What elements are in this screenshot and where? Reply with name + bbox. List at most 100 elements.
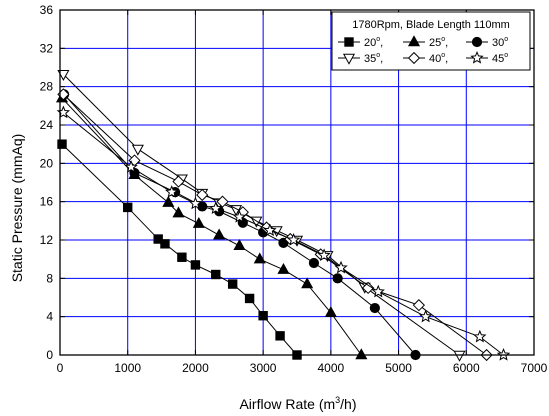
legend-marker — [344, 37, 354, 47]
series-line-45 — [63, 112, 504, 356]
data-point-25 — [324, 306, 337, 318]
degree-symbol: o — [441, 52, 445, 59]
data-point-45 — [56, 105, 71, 119]
x-tick-label: 1000 — [114, 361, 141, 375]
legend-separator: , — [445, 53, 448, 65]
legend-item-30: 30o — [466, 36, 508, 49]
data-point-25 — [162, 195, 175, 207]
legend-marker — [470, 51, 484, 64]
data-point-35 — [57, 70, 70, 81]
plot-frame — [59, 9, 535, 356]
data-point-45 — [165, 185, 179, 198]
data-point-35 — [131, 144, 144, 156]
data-point-25 — [253, 252, 266, 264]
x-axis-title-main: Airflow Rate (m — [239, 396, 335, 412]
legend-label: 40o, — [429, 52, 448, 65]
x-tick-label: 2000 — [182, 361, 209, 375]
legend-label: 35o, — [364, 52, 383, 65]
x-tick-label: 7000 — [521, 361, 548, 375]
x-tick-label: 6000 — [453, 361, 480, 375]
legend-marker — [342, 53, 356, 65]
data-point-20 — [57, 139, 67, 149]
degree-symbol: o — [376, 36, 380, 43]
data-point-45 — [371, 284, 385, 298]
data-point-45 — [419, 309, 433, 323]
legend-item-45: 45o — [466, 51, 508, 65]
data-point-45 — [263, 223, 277, 237]
legend-marker — [407, 51, 421, 65]
data-point-30 — [308, 257, 320, 269]
data-point-20 — [275, 331, 285, 341]
y-tick-label: 4 — [46, 310, 53, 324]
legend-marker — [407, 35, 421, 47]
data-point-25 — [277, 262, 290, 274]
data-point-45 — [209, 201, 223, 215]
data-point-35 — [453, 350, 466, 362]
x-axis-title: Airflow Rate (m3/h) — [239, 395, 356, 412]
data-point-40 — [196, 188, 209, 202]
data-point-45 — [124, 160, 138, 173]
series-20 — [57, 139, 302, 360]
x-axis-title-superscript: 3 — [335, 395, 340, 405]
data-point-45 — [334, 260, 348, 274]
legend-separator: , — [380, 37, 383, 49]
legend-marker — [471, 36, 483, 48]
data-point-45 — [232, 209, 247, 223]
data-point-20 — [153, 234, 163, 244]
y-tick-label: 36 — [40, 3, 54, 17]
data-point-25 — [192, 216, 205, 228]
data-point-20 — [123, 202, 133, 213]
series-layer — [55, 70, 511, 362]
series-30 — [58, 89, 421, 361]
data-point-25 — [355, 348, 368, 360]
legend-separator: , — [445, 37, 448, 49]
x-axis-title-tail: /h) — [340, 396, 356, 412]
y-tick-label: 32 — [40, 41, 54, 55]
y-tick-label: 8 — [46, 271, 53, 285]
data-point-40 — [412, 299, 425, 312]
legend-label: 45o — [492, 52, 508, 65]
legend-items: 20o, 25o, 30o 35o, 40o, 45o — [338, 35, 508, 65]
data-point-25 — [301, 277, 314, 289]
tick-layer: 0 1000 2000 3000 4000 5000 6000 7000 0 4 8 12 16 20 24… — [40, 3, 548, 375]
degree-symbol: o — [504, 52, 508, 59]
data-point-25 — [213, 228, 226, 240]
series-line-35 — [63, 73, 460, 356]
legend-label: 25o, — [429, 36, 448, 49]
series-45 — [56, 105, 511, 361]
y-tick-label: 12 — [40, 233, 54, 247]
data-point-40 — [361, 281, 375, 295]
y-tick-label: 20 — [40, 156, 54, 170]
degree-symbol: o — [441, 36, 445, 43]
data-point-30 — [332, 273, 343, 284]
data-point-40 — [172, 175, 185, 188]
legend-label: 30o — [492, 36, 508, 49]
series-line-25 — [61, 97, 362, 356]
data-point-25 — [233, 239, 246, 250]
degree-symbol: o — [504, 36, 508, 43]
x-tick-label: 0 — [57, 361, 64, 375]
data-point-20 — [227, 279, 238, 289]
x-tick-label: 5000 — [385, 361, 412, 375]
y-tick-label: 16 — [40, 195, 54, 209]
data-point-20 — [190, 260, 201, 270]
data-point-45 — [473, 329, 487, 343]
legend-separator: , — [380, 53, 383, 65]
legend-label: 20o, — [364, 36, 383, 49]
data-point-20 — [258, 311, 268, 321]
data-point-30 — [369, 302, 380, 314]
legend-title: 1780Rpm, Blade Length 110mm — [352, 19, 510, 31]
y-tick-label: 0 — [46, 348, 53, 362]
data-point-20 — [160, 239, 170, 249]
legend: 1780Rpm, Blade Length 110mm 20o, 25o, 30o 3… — [331, 11, 531, 71]
data-point-25 — [172, 206, 185, 218]
data-point-20 — [244, 293, 255, 304]
series-25 — [55, 91, 368, 360]
data-point-45 — [188, 196, 203, 210]
y-tick-label: 28 — [40, 80, 54, 94]
x-tick-label: 3000 — [250, 361, 277, 375]
data-point-20 — [177, 252, 187, 262]
y-tick-label: 24 — [40, 118, 54, 132]
data-point-40 — [216, 195, 229, 208]
